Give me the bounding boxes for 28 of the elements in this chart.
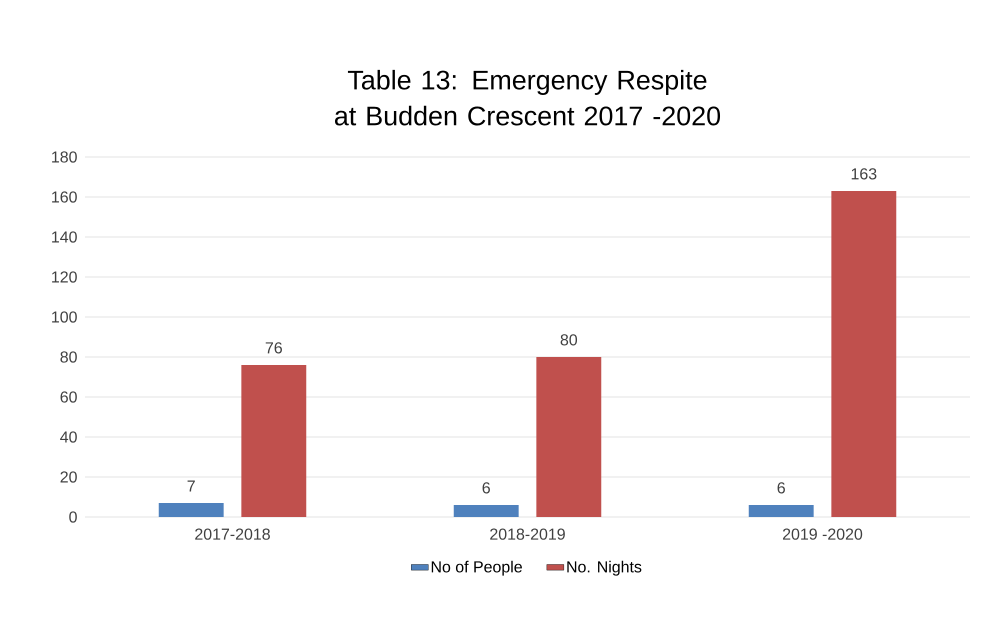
data-label: 6 (778, 482, 785, 494)
bar (454, 505, 519, 517)
data-label: 163 (852, 168, 876, 180)
y-tick-label: 140 (52, 231, 77, 243)
data-label: 6 (482, 482, 490, 494)
y-tick-label: 100 (52, 311, 77, 323)
bar (748, 505, 814, 517)
bar (831, 190, 896, 517)
y-tick-label: 20 (60, 471, 77, 483)
y-tick-label: 0 (69, 511, 77, 523)
y-tick-label: 160 (52, 191, 77, 203)
data-label: 80 (560, 334, 578, 346)
y-tick-label: 120 (52, 271, 77, 283)
data-label: 76 (266, 342, 282, 354)
bar (241, 364, 306, 517)
y-tick-label: 40 (60, 431, 77, 443)
x-tick-label: 2019 -2020 (782, 528, 862, 540)
y-tick-label: 60 (60, 391, 77, 403)
legend-label: No of People (432, 560, 522, 576)
x-tick-label: 2018-2019 (490, 528, 565, 540)
bar (536, 356, 602, 517)
data-label: 7 (188, 480, 195, 492)
y-tick-label: 80 (60, 351, 77, 363)
x-tick-label: 2017-2018 (195, 528, 270, 540)
bar (158, 503, 224, 517)
chart-title: Table 13: Emergency Respite at Budden Crescent 2017 -2020 (334, 70, 720, 126)
y-tick-label: 180 (52, 151, 77, 163)
legend-label: No. Nights (567, 560, 642, 576)
